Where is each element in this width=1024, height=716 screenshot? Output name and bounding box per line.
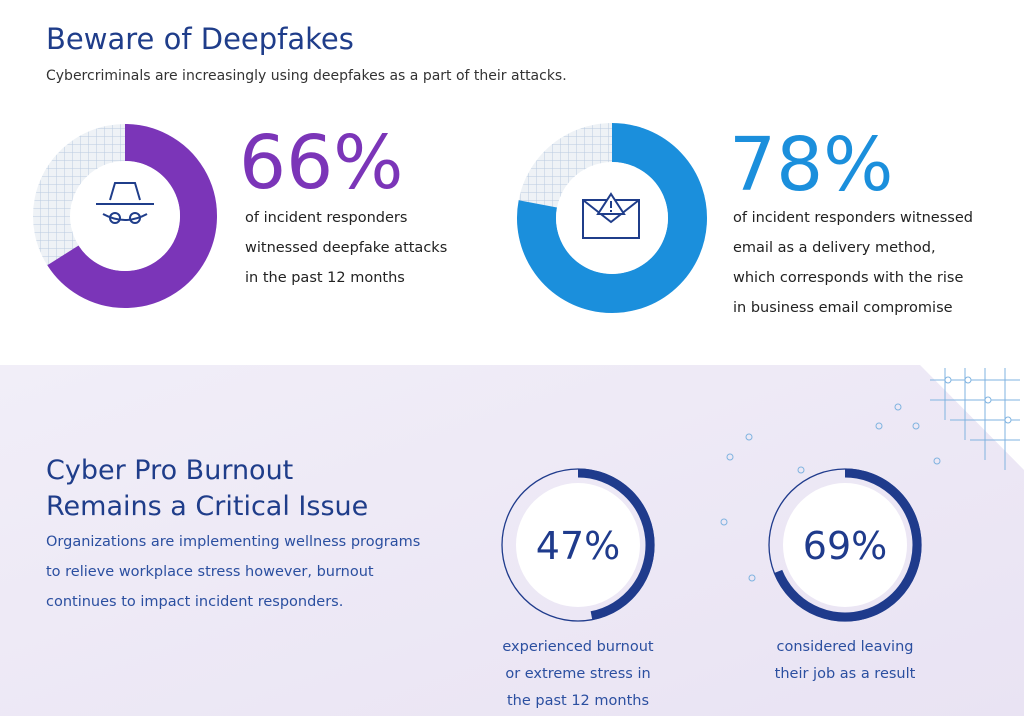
body-text: Organizations are implementing wellness … (46, 534, 420, 550)
stat-value: 66% (239, 120, 403, 206)
stat-description: email as a delivery method, (733, 240, 936, 256)
section-title: Cyber Pro Burnout (46, 455, 293, 486)
stat-description: or extreme stress in (505, 666, 650, 682)
donut-arc (517, 123, 707, 313)
stat-description: considered leaving (777, 639, 914, 655)
stat-description: witnessed deepfake attacks (245, 240, 447, 256)
stat-description: the past 12 months (507, 693, 649, 709)
stat-description: of incident responders witnessed (733, 210, 973, 226)
donut (517, 123, 707, 313)
section-title: Remains a Critical Issue (46, 491, 368, 522)
donut-hole (556, 162, 668, 274)
stat-description: their job as a result (775, 666, 916, 682)
ring-center (516, 483, 640, 607)
stat-value: 78% (729, 122, 893, 208)
stat-description: which corresponds with the rise (733, 270, 963, 286)
decoration (720, 365, 1024, 582)
stat-description: in the past 12 months (245, 270, 405, 286)
stat-value: 47% (536, 524, 620, 568)
body-text: continues to impact incident responders. (46, 594, 343, 610)
donut (33, 124, 217, 308)
title: Beware of Deepfakes (46, 22, 354, 56)
stat-value: 69% (803, 524, 887, 568)
stat-description: experienced burnout (502, 639, 654, 655)
subtitle: Cybercriminals are increasingly using de… (46, 68, 567, 84)
stat-description: in business email compromise (733, 300, 953, 316)
donut-arc (47, 124, 217, 308)
ring-arc (773, 468, 922, 622)
ring-arc (577, 468, 655, 621)
body-text: to relieve workplace stress however, bur… (46, 564, 374, 580)
ring-center (783, 483, 907, 607)
spy-icon (96, 182, 154, 224)
stat-description: of incident responders (245, 210, 407, 226)
donut-hole (70, 161, 180, 271)
email-icon (582, 192, 640, 239)
